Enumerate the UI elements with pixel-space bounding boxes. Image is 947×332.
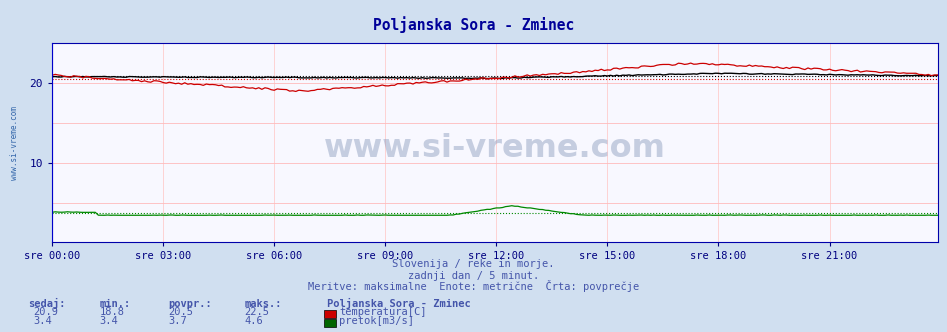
Text: 20.5: 20.5 bbox=[169, 307, 193, 317]
Text: 18.8: 18.8 bbox=[99, 307, 124, 317]
Text: 3.4: 3.4 bbox=[33, 316, 52, 326]
Text: 22.5: 22.5 bbox=[244, 307, 269, 317]
Text: maks.:: maks.: bbox=[244, 299, 282, 309]
Text: 4.6: 4.6 bbox=[244, 316, 263, 326]
Text: pretok[m3/s]: pretok[m3/s] bbox=[339, 316, 414, 326]
Text: www.si-vreme.com: www.si-vreme.com bbox=[10, 106, 19, 180]
Text: Poljanska Sora - Zminec: Poljanska Sora - Zminec bbox=[327, 298, 471, 309]
Text: Poljanska Sora - Zminec: Poljanska Sora - Zminec bbox=[373, 17, 574, 33]
Text: Meritve: maksimalne  Enote: metrične  Črta: povprečje: Meritve: maksimalne Enote: metrične Črta… bbox=[308, 281, 639, 292]
Text: sedaj:: sedaj: bbox=[28, 298, 66, 309]
Text: povpr.:: povpr.: bbox=[169, 299, 212, 309]
Text: zadnji dan / 5 minut.: zadnji dan / 5 minut. bbox=[408, 271, 539, 281]
Text: 3.4: 3.4 bbox=[99, 316, 118, 326]
Text: min.:: min.: bbox=[99, 299, 131, 309]
Text: 20.9: 20.9 bbox=[33, 307, 58, 317]
Text: 3.7: 3.7 bbox=[169, 316, 188, 326]
Text: www.si-vreme.com: www.si-vreme.com bbox=[324, 133, 666, 164]
Text: Slovenija / reke in morje.: Slovenija / reke in morje. bbox=[392, 259, 555, 269]
Text: temperatura[C]: temperatura[C] bbox=[339, 307, 426, 317]
